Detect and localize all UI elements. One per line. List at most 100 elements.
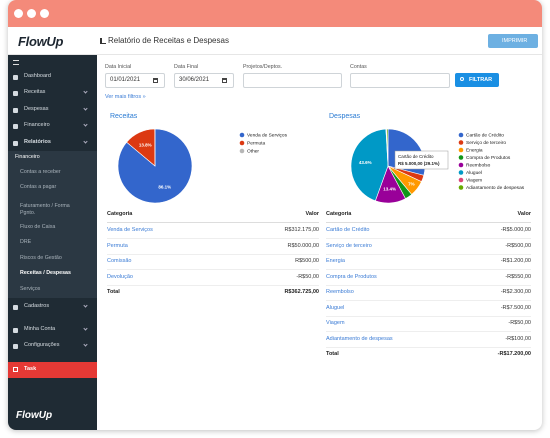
- submenu-item[interactable]: Serviços: [20, 286, 41, 292]
- table-rule: [326, 284, 531, 286]
- menu-item[interactable]: Relatórios: [24, 139, 51, 145]
- menu-icon: [13, 60, 19, 65]
- date-value: 01/01/2021: [110, 77, 141, 83]
- submenu-item[interactable]: Financeiro: [15, 154, 40, 160]
- menu-icon: [13, 90, 18, 96]
- category-link[interactable]: Serviço de terceiro: [326, 242, 372, 249]
- category-link[interactable]: Compra de Produtos: [326, 273, 377, 280]
- submenu-item[interactable]: Fluxo de Caixa: [20, 224, 56, 230]
- filter-input[interactable]: [174, 73, 234, 88]
- more-filters-link[interactable]: Ver mais filtros »: [105, 94, 146, 100]
- filter-input[interactable]: [105, 73, 165, 88]
- submenu-item[interactable]: DRE: [20, 239, 32, 245]
- section-title: Receitas: [110, 113, 138, 120]
- menu-item[interactable]: Dashboard: [24, 73, 51, 79]
- task-bar: [8, 362, 97, 378]
- print-button[interactable]: IMPRIMIR: [488, 34, 538, 48]
- total-label: Total: [107, 289, 120, 295]
- total-label: Total: [326, 351, 339, 357]
- category-link[interactable]: Venda de Serviços: [107, 227, 153, 233]
- table-rule: [326, 331, 531, 332]
- filter-button-label: FILTRAR: [469, 77, 493, 83]
- category-link[interactable]: Comissão: [107, 258, 132, 264]
- footer-logo: FlowUp: [16, 410, 53, 421]
- table-rule: [107, 222, 319, 223]
- menu-item[interactable]: Cadastros: [24, 303, 50, 309]
- table-rule: [107, 238, 319, 239]
- category-link[interactable]: Adiantamento de despesas: [326, 335, 393, 342]
- table-rule: [326, 300, 531, 301]
- filter-label: Contas: [350, 64, 367, 70]
- menu-item[interactable]: Minha Conta: [24, 326, 56, 332]
- amount: -R$50,00: [508, 320, 531, 326]
- table-rule: [326, 253, 531, 255]
- search-icon: [460, 77, 464, 81]
- amount: -R$1.200,00: [500, 258, 531, 264]
- submenu-bg: [8, 151, 97, 298]
- table-header: Categoria: [107, 211, 133, 217]
- submenu-item[interactable]: Receitas / Despesas: [20, 270, 71, 276]
- category-link[interactable]: Aluguel: [326, 304, 345, 311]
- menu-item[interactable]: Configurações: [24, 342, 60, 348]
- table-rule: [107, 269, 319, 270]
- table-header: Valor: [517, 211, 531, 217]
- amount: -R$5.000,00: [500, 227, 531, 233]
- table-rule: [326, 222, 531, 223]
- category-link[interactable]: Energia: [326, 258, 345, 264]
- category-link[interactable]: Cartão de Crédito: [326, 227, 370, 233]
- amount: -R$2.300,00: [500, 289, 531, 295]
- table-rule: [107, 253, 319, 255]
- table-header: Categoria: [326, 211, 352, 217]
- submenu-item[interactable]: Contas a pagar: [20, 184, 57, 190]
- calendar-icon: [153, 78, 158, 83]
- amount: -R$50,00: [296, 273, 319, 280]
- total-amount: R$362.725,00: [284, 289, 319, 295]
- top-bar: [8, 0, 542, 27]
- filter-label: Data Inicial: [105, 64, 132, 70]
- filter-button[interactable]: [455, 73, 499, 87]
- window-dot: [40, 9, 49, 18]
- report-icon: [100, 38, 106, 44]
- menu-item[interactable]: Despesas: [24, 106, 49, 112]
- calendar-icon: [222, 78, 227, 83]
- window-dot: [27, 9, 36, 18]
- task-item[interactable]: Task: [24, 366, 37, 372]
- print-label: IMPRIMIR: [502, 38, 528, 44]
- filter-label: Data Final: [174, 64, 199, 70]
- table-header: Valor: [305, 211, 319, 217]
- menu-icon: [13, 327, 18, 333]
- menu-item[interactable]: Receitas: [24, 89, 46, 95]
- menu-icon: [13, 107, 18, 113]
- amount: R$500,00: [295, 258, 319, 264]
- category-link[interactable]: Viagem: [326, 320, 345, 326]
- filter-input[interactable]: [243, 73, 342, 88]
- filter-input[interactable]: [350, 73, 450, 88]
- amount: R$50.000,00: [287, 242, 320, 249]
- menu-icon: [13, 304, 18, 310]
- table-rule: [107, 284, 319, 286]
- table-rule: [326, 238, 531, 239]
- menu-icon: [13, 343, 18, 349]
- amount: R$312.175,00: [284, 227, 319, 233]
- date-value: 30/06/2021: [179, 77, 210, 83]
- menu-icon: [13, 123, 18, 129]
- page-title: Relatório de Receitas e Despesas: [108, 36, 229, 45]
- amount: -R$7.500,00: [500, 304, 531, 311]
- table-rule: [326, 269, 531, 270]
- category-link[interactable]: Devolução: [107, 273, 133, 280]
- amount: -R$550,00: [505, 273, 531, 280]
- category-link[interactable]: Permuta: [107, 242, 128, 249]
- submenu-item[interactable]: Faturamento / Forma Pgnto.: [20, 203, 70, 216]
- section-title: Despesas: [329, 113, 361, 120]
- amount: -R$100,00: [505, 335, 531, 342]
- submenu-item[interactable]: Contas a receber: [20, 169, 61, 175]
- menu-icon: [13, 140, 18, 146]
- submenu-item[interactable]: Riscos de Gestão: [20, 255, 62, 261]
- menu-item[interactable]: Financeiro: [24, 122, 50, 128]
- amount: -R$500,00: [505, 242, 531, 249]
- window: [8, 0, 542, 430]
- total-amount: -R$17.200,00: [497, 351, 531, 357]
- category-link[interactable]: Reembolso: [326, 289, 354, 295]
- table-rule: [326, 315, 531, 317]
- task-icon: [13, 367, 18, 372]
